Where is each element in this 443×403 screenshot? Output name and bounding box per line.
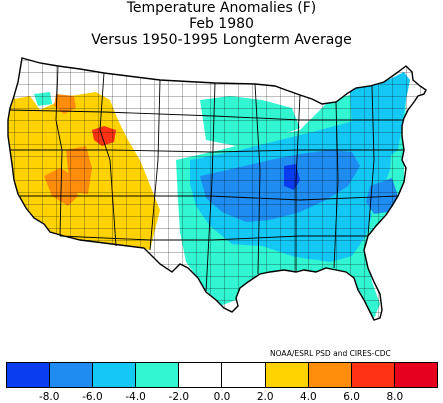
credit-text: NOAA/ESRL PSD and CIRES-CDC bbox=[270, 349, 391, 358]
legend-tick-label: -6.0 bbox=[82, 391, 103, 403]
map-titles: Temperature Anomalies (F) Feb 1980 Versu… bbox=[0, 0, 443, 48]
legend-swatch bbox=[221, 362, 266, 388]
legend-swatch bbox=[6, 362, 51, 388]
legend-swatch bbox=[135, 362, 180, 388]
legend-tick-label: -8.0 bbox=[38, 391, 60, 403]
legend-swatch bbox=[49, 362, 94, 388]
state-border-line bbox=[149, 79, 161, 251]
legend-tick-labels: -8.0 -6.0 -4.0 -2.0 0.0 2.0 4.0 6.0 8.0 bbox=[0, 391, 443, 403]
color-legend bbox=[6, 362, 438, 388]
state-border-line bbox=[205, 82, 216, 293]
state-border-line bbox=[55, 65, 63, 237]
map-title: Temperature Anomalies (F) bbox=[126, 0, 317, 16]
legend-tick-label: 2.0 bbox=[256, 391, 274, 403]
legend-tick-label: 4.0 bbox=[300, 391, 317, 403]
state-border-line bbox=[254, 83, 261, 275]
state-border-line bbox=[99, 72, 117, 247]
state-borders bbox=[9, 65, 404, 293]
state-border-line bbox=[295, 94, 301, 272]
county-grid bbox=[8, 58, 426, 320]
state-border-line bbox=[367, 85, 375, 237]
state-border-line bbox=[10, 149, 404, 153]
legend-tick-label: -4.0 bbox=[125, 391, 146, 403]
legend-swatch bbox=[92, 362, 137, 388]
map-subtitle: Feb 1980 bbox=[189, 16, 254, 32]
state-border-line bbox=[20, 195, 399, 201]
legend-swatch bbox=[178, 362, 223, 388]
map-comparison: Versus 1950-1995 Longterm Average bbox=[91, 32, 352, 48]
state-border-line bbox=[333, 101, 339, 269]
legend-swatch bbox=[393, 362, 438, 388]
state-border-line bbox=[9, 109, 404, 121]
legend-swatch bbox=[307, 362, 352, 388]
state-border-line bbox=[59, 235, 368, 241]
legend-tick-label: 6.0 bbox=[343, 391, 360, 403]
region-layer bbox=[8, 58, 426, 320]
legend-tick-label: 0.0 bbox=[213, 391, 231, 403]
legend-swatch bbox=[264, 362, 309, 388]
legend-tick-label: 8.0 bbox=[386, 391, 404, 403]
legend-swatch bbox=[350, 362, 395, 388]
legend-tick-label: -2.0 bbox=[168, 391, 190, 403]
